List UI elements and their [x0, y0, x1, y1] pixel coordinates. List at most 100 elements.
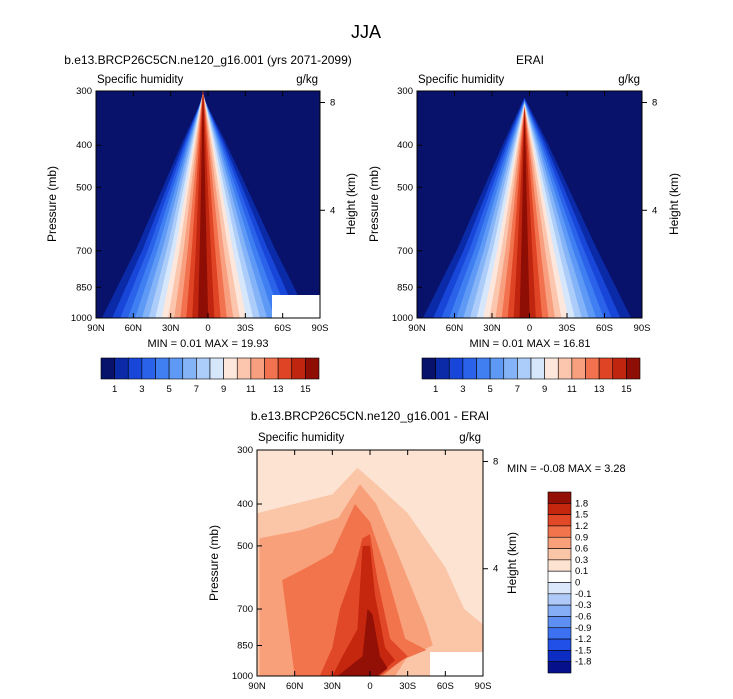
x-tick-label: 60S [437, 681, 454, 692]
colorbar-box [547, 582, 572, 595]
colorbar-box [182, 357, 197, 380]
y-tick-label: 300 [237, 445, 253, 456]
missing-data-region [430, 652, 483, 676]
y2-axis-title: Height (km) [344, 173, 358, 235]
x-tick-label: 60S [596, 323, 613, 334]
colorbar-box [155, 357, 170, 380]
colorbar-label: 0.1 [575, 566, 588, 577]
y2-tick-label: 4 [330, 205, 335, 216]
colorbar-label: 1.2 [575, 521, 588, 532]
y-tick-label: 700 [397, 246, 413, 257]
x-tick-label: 90N [248, 681, 266, 692]
x-tick-label: 60N [446, 323, 464, 334]
y-tick-label: 700 [237, 604, 253, 615]
y2-tick-label: 8 [493, 456, 498, 467]
y-tick-label: 1000 [392, 313, 413, 324]
x-tick-label: 30N [483, 323, 501, 334]
colorbar-box [612, 357, 627, 380]
y2-tick-label: 8 [652, 98, 657, 109]
colorbar-box [277, 357, 293, 380]
x-tick-label: 90S [475, 681, 492, 692]
y-axis-title: Pressure (mb) [207, 525, 221, 601]
y-tick-label: 850 [237, 640, 253, 651]
colorbar-box [547, 627, 572, 640]
contour-fill [257, 450, 483, 676]
missing-data-region [272, 295, 320, 318]
left-label: Specific humidity [418, 74, 505, 86]
colorbar-box [547, 503, 572, 515]
colorbar-label: -0.3 [575, 600, 591, 611]
colorbar-box [547, 650, 572, 662]
y-tick-label: 500 [76, 182, 92, 193]
colorbar-label: 15 [300, 384, 311, 395]
axes: 90N 60N 30N 0 30S 60S 90S 300 400 500 700 850 1000 8 4 [232, 445, 498, 692]
colorbar-label: 7 [194, 384, 199, 395]
colorbar-label: 11 [246, 384, 256, 395]
colorbar-label: -1.2 [575, 634, 591, 645]
colorbar-box [530, 357, 545, 380]
left-label: Specific humidity [97, 74, 184, 86]
colorbar-label: -0.9 [575, 623, 591, 634]
x-tick-label: 90S [312, 323, 329, 334]
y2-tick-label: 4 [493, 564, 498, 575]
colorbar-label: 11 [567, 384, 577, 395]
panel-difference: b.e13.BRCP26C5CN.ne120_g16.001 - ERAI Sp… [207, 409, 626, 692]
x-tick-label: 60N [286, 681, 304, 692]
y-tick-label: 500 [397, 182, 413, 193]
panel-title: b.e13.BRCP26C5CN.ne120_g16.001 - ERAI [251, 409, 489, 423]
contour-fill [417, 91, 642, 318]
colorbar-box [223, 357, 238, 380]
colorbar-label: 13 [594, 384, 605, 395]
y-tick-label: 500 [237, 541, 253, 552]
x-tick-label: 30N [162, 323, 180, 334]
y-tick-label: 850 [76, 282, 92, 293]
colorbar-box [196, 357, 211, 380]
colorbar-box [476, 357, 491, 380]
page-title: JJA [351, 22, 381, 42]
colorbar-label: 0.3 [575, 555, 588, 566]
colorbar-box [547, 638, 572, 651]
colorbar: 1 3 5 7 9 11 13 15 [421, 357, 641, 395]
colorbar-box [547, 604, 572, 617]
panel-title: b.e13.BRCP26C5CN.ne120_g16.001 (yrs 2071… [64, 53, 352, 67]
colorbar-label: 0.9 [575, 532, 588, 543]
colorbar-label: 7 [515, 384, 520, 395]
colorbar-label: -1.8 [575, 657, 591, 668]
colorbar-label: -0.6 [575, 611, 591, 622]
units-label: g/kg [459, 432, 481, 444]
colorbar-box [547, 661, 572, 674]
colorbar-box [291, 357, 306, 380]
colorbar-box [114, 357, 129, 380]
x-tick-label: 0 [205, 323, 210, 334]
colorbar-box [571, 357, 586, 380]
colorbar-box [209, 357, 224, 380]
colorbar-label: -0.1 [575, 589, 591, 600]
y-axis-title: Pressure (mb) [367, 166, 381, 242]
x-tick-label: 0 [527, 323, 532, 334]
colorbar-label: 1.5 [575, 510, 588, 521]
colorbar-box [547, 491, 572, 504]
x-tick-label: 90S [634, 323, 651, 334]
colorbar-label: -1.5 [575, 645, 591, 656]
y-tick-label: 400 [237, 499, 253, 510]
colorbar-box [626, 357, 641, 380]
colorbar-label: 5 [487, 384, 492, 395]
left-label: Specific humidity [258, 432, 345, 444]
colorbar-label: 15 [621, 384, 632, 395]
colorbar-label: 1 [112, 384, 117, 395]
min-max-stats: MIN = -0.08 MAX = 3.28 [507, 463, 626, 475]
colorbar-label: 13 [273, 384, 284, 395]
y2-axis-title: Height (km) [505, 532, 519, 594]
y-tick-label: 400 [397, 140, 413, 151]
colorbar-box [168, 357, 184, 380]
colorbar-box [503, 357, 518, 380]
x-tick-label: 30S [399, 681, 416, 692]
x-tick-label: 90N [408, 323, 426, 334]
colorbar-box [547, 548, 572, 561]
x-tick-label: 30S [237, 323, 254, 334]
contour-band [337, 609, 388, 676]
min-max-stats: MIN = 0.01 MAX = 19.93 [147, 338, 268, 350]
min-max-stats: MIN = 0.01 MAX = 16.81 [469, 338, 590, 350]
colorbar-box [236, 357, 252, 380]
